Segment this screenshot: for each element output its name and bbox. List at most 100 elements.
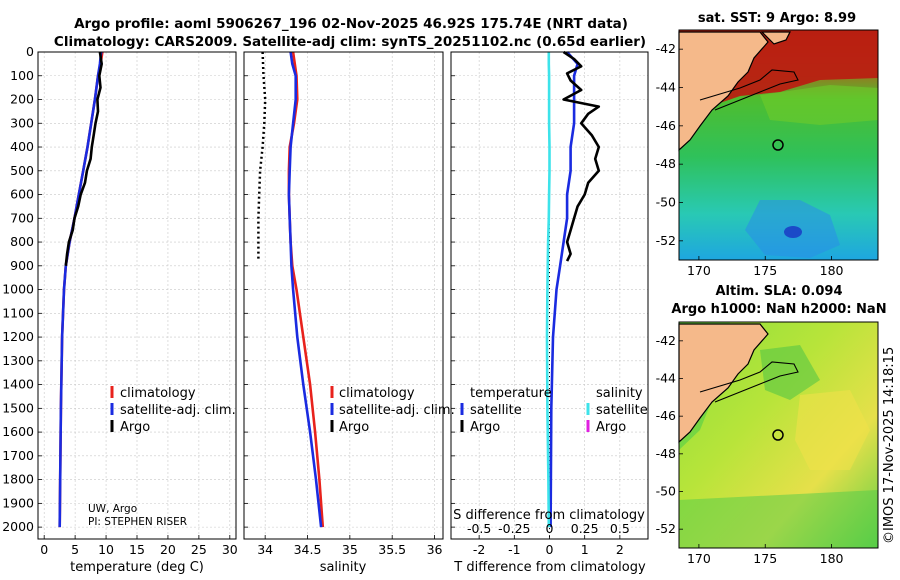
x-tick-label: 34.5 [294, 542, 322, 557]
y-tick-label: 2000 [2, 519, 34, 534]
temperature-grid [38, 51, 236, 539]
difference-xlabel: T difference from climatology [453, 560, 646, 575]
credit-line2: PI: STEPHEN RISER [88, 516, 187, 528]
legend-label-climatology: climatology [120, 386, 196, 401]
figure-title-line1: Argo profile: aoml 5906267_196 02-Nov-20… [74, 16, 628, 32]
sst-map-frame [678, 29, 879, 261]
salinity-xlabel: salinity [320, 560, 367, 575]
x-tick-label: 15 [129, 542, 145, 557]
salinity-panel: 34 34.5 35 35.5 36 salinity climatology sate… [243, 51, 455, 575]
map-y-tick-label: -46 [656, 118, 676, 133]
y-tick-label: 1300 [2, 353, 34, 368]
figure-title-line2: Climatology: CARS2009. Satellite-adj cli… [54, 34, 646, 50]
map-x-tick-label: 180 [820, 263, 844, 278]
sla-map-panel: Altim. SLA: 0.094 Argo h1000: NaN h2000:… [656, 284, 887, 566]
top-tick-label: -0.25 [498, 521, 530, 536]
legend-label-t-satellite: satellite [470, 403, 522, 418]
temperature-panel: 0100200300400500600700800900100011001200… [2, 44, 238, 575]
sla-yellow-patch [795, 390, 870, 470]
y-tick-label: 200 [10, 92, 34, 107]
map-x-tick-label: 170 [687, 551, 711, 566]
float-position-marker-2 [772, 429, 784, 441]
map-x-tick-label: 175 [753, 263, 777, 278]
sst-map-panel: sat. SST: 9 Argo: 8.99 170 175 180 -42 -44 -4… [656, 11, 879, 278]
x-tick-label: 35 [342, 542, 358, 557]
top-tick-label: 0.25 [571, 521, 599, 536]
x-tick-label: 5 [71, 542, 79, 557]
map-x-tick-label: 175 [753, 551, 777, 566]
legend-title-temperature: temperature [470, 386, 552, 401]
legend-label-s-argo: Argo [596, 420, 626, 435]
y-tick-label: 700 [10, 210, 34, 225]
sst-mid-patch [760, 85, 878, 125]
sla-map-subtitle: Argo h1000: NaN h2000: NaN [671, 302, 886, 317]
y-tick-label: 1100 [2, 305, 34, 320]
y-tick-label: 800 [10, 234, 34, 249]
sst-map-title: sat. SST: 9 Argo: 8.99 [698, 11, 856, 26]
x-tick-label: 36 [427, 542, 443, 557]
y-tick-label: 1000 [2, 282, 34, 297]
y-tick-label: 100 [10, 68, 34, 83]
difference-legend: temperature satellite Argo salinity sate… [460, 386, 648, 435]
y-tick-label: 1900 [2, 495, 34, 510]
timestamp: ©IMOS 17-Nov-2025 14:18:15 [882, 347, 897, 544]
series-line-s-satellite [545, 52, 551, 528]
sla-map-ticks: 170 175 180 -42 -44 -46 -48 -50 -52 [656, 333, 844, 566]
difference-top-ticks: -0.5 -0.25 0 0.25 0.5 [467, 521, 630, 536]
y-tick-label: 400 [10, 139, 34, 154]
x-tick-label: 34 [257, 542, 273, 557]
legend-label-t-argo: Argo [470, 420, 500, 435]
new-zealand-land-2 [678, 323, 769, 444]
y-tick-label: 600 [10, 187, 34, 202]
difference-panel: -2 -1 0 1 2 T difference from climatology S … [450, 50, 649, 575]
credit-line1: UW, Argo [88, 503, 137, 515]
sst-coldspot [784, 226, 802, 238]
map-y-tick-label: -50 [656, 484, 676, 499]
salinity-ticks: 34 34.5 35 35.5 36 [244, 51, 443, 557]
temperature-series [58, 51, 104, 528]
new-zealand-land [678, 31, 769, 152]
series-line-t-argo [562, 50, 601, 262]
map-y-tick-label: -42 [656, 41, 676, 56]
difference-top-label: S difference from climatology [453, 508, 645, 523]
salinity-axes-frame [243, 51, 444, 540]
x-tick-label: 10 [98, 542, 114, 557]
x-tick-label: -2 [473, 542, 485, 557]
new-zealand-north [760, 31, 791, 45]
x-tick-label: 30 [222, 542, 238, 557]
legend-label-satellite: satellite-adj. clim. [120, 403, 236, 418]
salinity-series [257, 51, 325, 528]
x-tick-label: -1 [508, 542, 520, 557]
top-tick-label: 0.5 [610, 521, 630, 536]
y-tick-label: 500 [10, 163, 34, 178]
sla-green-south [679, 490, 878, 548]
x-tick-label: 25 [191, 542, 207, 557]
y-tick-label: 1800 [2, 472, 34, 487]
map-y-tick-label: -48 [656, 156, 676, 171]
temperature-xlabel: temperature (deg C) [70, 560, 204, 575]
legend-label-argo: Argo [339, 420, 369, 435]
map-y-tick-label: -46 [656, 408, 676, 423]
chatham-rise-contour-2 [699, 361, 799, 403]
x-tick-label: 0 [40, 542, 48, 557]
x-tick-label: 35.5 [378, 542, 406, 557]
map-y-tick-label: -44 [656, 80, 676, 95]
x-tick-label: 20 [160, 542, 176, 557]
y-tick-label: 1700 [2, 448, 34, 463]
map-y-tick-label: -42 [656, 333, 676, 348]
chatham-rise-contour [699, 69, 799, 111]
y-tick-label: 300 [10, 115, 34, 130]
map-x-tick-label: 180 [820, 551, 844, 566]
sla-green-band-2 [760, 345, 820, 400]
difference-ticks: -2 -1 0 1 2 [451, 51, 624, 557]
map-y-tick-label: -44 [656, 371, 676, 386]
map-y-tick-label: -50 [656, 195, 676, 210]
y-tick-label: 900 [10, 258, 34, 273]
series-line-argo [64, 51, 103, 266]
legend-label-satellite: satellite-adj. clim. [339, 403, 455, 418]
map-y-tick-label: -48 [656, 446, 676, 461]
salinity-legend: climatology satellite-adj. clim. Argo [330, 386, 455, 435]
x-tick-label: 2 [616, 542, 624, 557]
temperature-legend: climatology satellite-adj. clim. Argo [110, 386, 236, 435]
